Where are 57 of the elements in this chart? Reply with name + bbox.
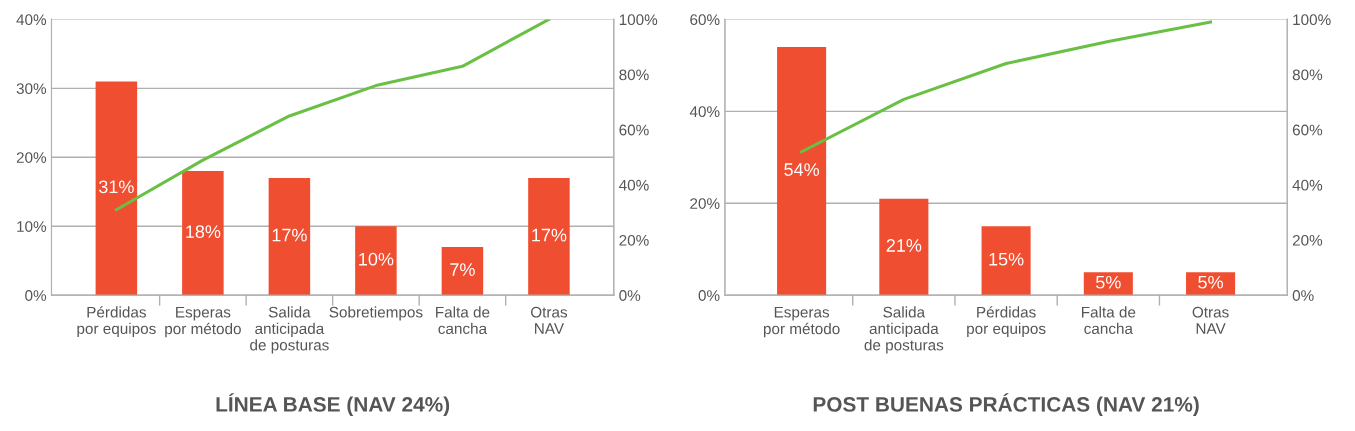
bar	[355, 226, 397, 296]
y-tick-label: 0%	[698, 290, 720, 301]
x-tick-label: Sobretiempos	[329, 306, 423, 321]
data-label: 7%	[450, 263, 475, 276]
data-label: 17%	[532, 228, 567, 242]
line-series	[800, 20, 1213, 154]
y-tick-label: 30%	[16, 83, 47, 95]
x-tick-label: Salida anticipada de posturas	[864, 306, 944, 354]
data-label: 5%	[1198, 275, 1223, 289]
y2-tick-label: 0%	[619, 290, 641, 301]
y2-tick-label: 20%	[619, 234, 649, 246]
x-tick-label: Pérdidas por equipos	[967, 306, 1046, 338]
x-tick-label: Falta de cancha	[1081, 306, 1136, 335]
y2-tick-label: 0%	[1292, 290, 1314, 301]
y-tick-label: 0%	[25, 290, 47, 301]
y-tick-label: 20%	[690, 198, 720, 209]
data-label: 31%	[98, 180, 134, 194]
x-tick-label: Salida anticipada de posturas	[250, 306, 329, 354]
bar	[95, 81, 138, 296]
text: LÍNEA BASE (NAV 24%)	[216, 393, 450, 416]
y-tick-label: 40%	[16, 14, 47, 26]
bar	[182, 171, 224, 296]
y2-tick-label: 40%	[1292, 179, 1323, 191]
y2-tick-label: 100%	[619, 14, 658, 26]
y2-tick-label: 60%	[619, 124, 649, 136]
x-tick-label: Otras NAV	[530, 306, 568, 334]
data-label: 5%	[1096, 275, 1121, 289]
x-tick-label: Esperas por método	[763, 306, 840, 338]
data-label: 18%	[186, 225, 221, 239]
data-label: 17%	[272, 228, 307, 242]
bar	[981, 226, 1031, 296]
bar	[777, 46, 827, 296]
y2-tick-label: 80%	[1292, 69, 1323, 81]
data-label: 21%	[886, 239, 922, 252]
y2-tick-label: 60%	[1292, 124, 1323, 136]
y-tick-label: 10%	[17, 221, 47, 232]
bar	[268, 178, 311, 296]
bar	[528, 178, 570, 296]
data-label: 54%	[784, 163, 820, 176]
y2-tick-label: 80%	[619, 69, 649, 81]
y-tick-label: 20%	[16, 152, 47, 163]
bar	[441, 246, 484, 296]
x-tick-label: Falta de cancha	[436, 306, 490, 335]
x-tick-label: Esperas por método	[165, 306, 241, 338]
bar	[1186, 272, 1236, 296]
bar	[879, 198, 929, 296]
y2-tick-label: 100%	[1293, 14, 1331, 26]
data-label: 15%	[989, 252, 1024, 266]
y2-tick-label: 20%	[1292, 234, 1323, 246]
data-label: 10%	[359, 252, 394, 266]
bar	[1083, 272, 1133, 296]
x-tick-label: Pérdidas por equipos	[77, 306, 156, 338]
y-tick-label: 60%	[690, 14, 720, 26]
x-tick-label: Otras NAV	[1192, 306, 1229, 334]
text: POST BUENAS PRÁCTICAS (NAV 21%)	[813, 393, 1199, 416]
y2-tick-label: 40%	[619, 179, 649, 191]
y-tick-label: 40%	[689, 106, 720, 118]
